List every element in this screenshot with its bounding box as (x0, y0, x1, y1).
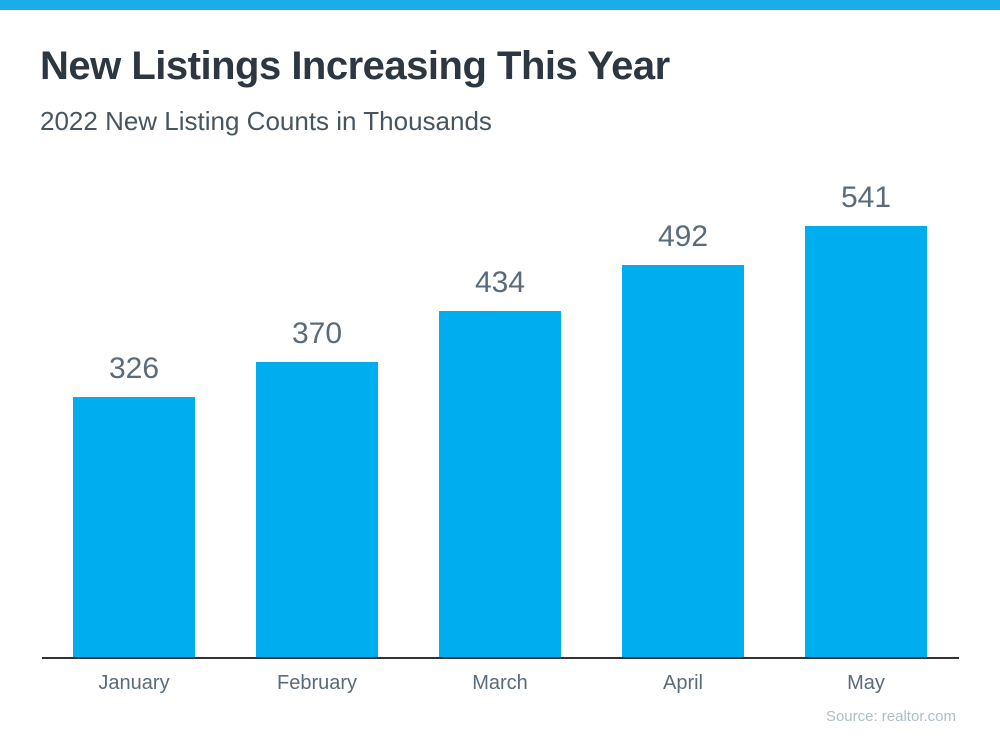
bar-column: 434 (439, 268, 561, 657)
x-axis-labels: January February March April May (73, 672, 927, 695)
bar-column: 492 (622, 222, 744, 657)
x-axis-line (42, 657, 959, 659)
bar-value-label: 326 (108, 352, 160, 385)
bar (256, 362, 378, 657)
x-axis-label: February (276, 672, 358, 694)
top-accent-band (0, 0, 1000, 10)
bar-value-label: 541 (840, 181, 892, 214)
x-axis-label: March (472, 672, 528, 694)
x-axis-label: April (662, 672, 703, 694)
source-note: Source: realtor.com (825, 708, 956, 725)
bar-value-label: 492 (657, 220, 709, 253)
bar-value-label: 370 (291, 317, 343, 350)
page-subtitle: 2022 New Listing Counts in Thousands (40, 106, 492, 136)
bar (439, 311, 561, 657)
bar-column: 326 (73, 354, 195, 657)
bar-chart: 326 370 434 492 541 (73, 183, 927, 657)
bar (622, 265, 744, 657)
x-axis-label: May (847, 672, 885, 694)
bar-value-label: 434 (474, 266, 526, 299)
bar-column: 541 (805, 183, 927, 657)
page-title: New Listings Increasing This Year (40, 44, 670, 88)
bar (73, 397, 195, 657)
x-axis-label: January (98, 672, 170, 694)
bar-column: 370 (256, 319, 378, 657)
bar (805, 226, 927, 657)
